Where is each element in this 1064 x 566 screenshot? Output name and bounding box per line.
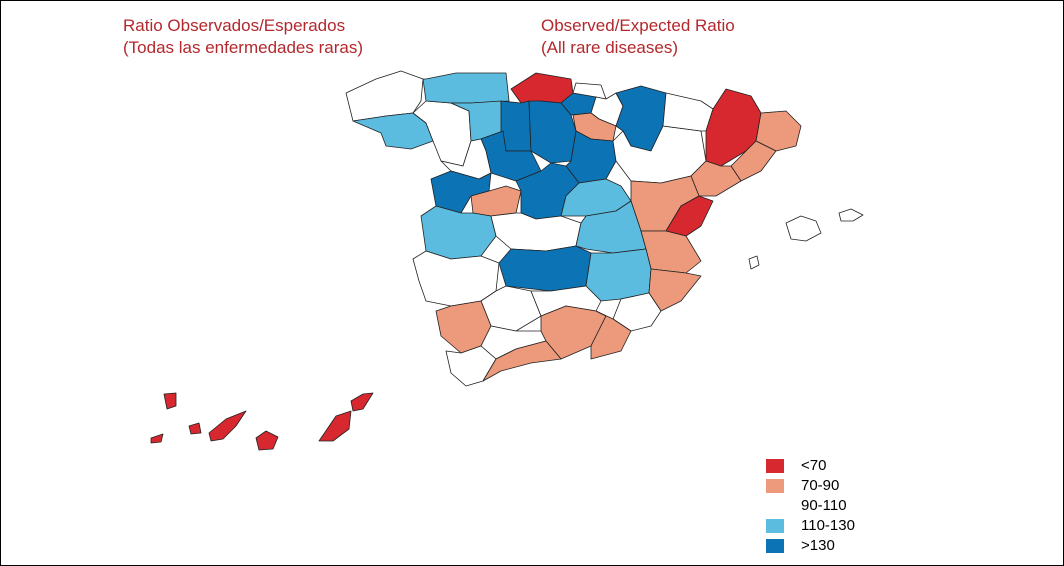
province [422,72,510,104]
legend-label: 70-90 [801,477,839,494]
province [785,215,822,242]
legend-label: 110-130 [801,517,855,534]
legend-label: 90-110 [801,497,847,514]
title-es-1: Ratio Observados/Esperados [123,16,345,35]
legend-swatch [766,479,784,493]
legend-swatch [766,499,784,513]
provinces [150,70,864,451]
province [445,345,497,387]
legend-swatch [766,519,784,533]
province [572,82,607,100]
province [350,392,374,412]
province [318,410,352,442]
legend-label: >130 [801,537,835,554]
province [500,100,532,152]
province [510,72,574,104]
province [662,92,714,132]
province [163,392,177,410]
legend-swatch [766,539,784,553]
province [490,212,582,252]
legend-swatch [766,459,784,473]
title-es-2: (Todas las enfermedades raras) [123,38,363,57]
province [255,430,279,451]
province [585,248,652,302]
province [612,125,707,184]
title-en-1: Observed/Expected Ratio [541,16,735,35]
province [150,433,164,444]
province [838,208,864,222]
province [208,410,247,442]
title-en-2: (All rare diseases) [541,38,678,57]
province [590,310,632,360]
legend-label: <70 [801,457,826,474]
province [482,340,562,382]
province [188,422,202,435]
province [498,245,592,292]
province [748,255,760,270]
